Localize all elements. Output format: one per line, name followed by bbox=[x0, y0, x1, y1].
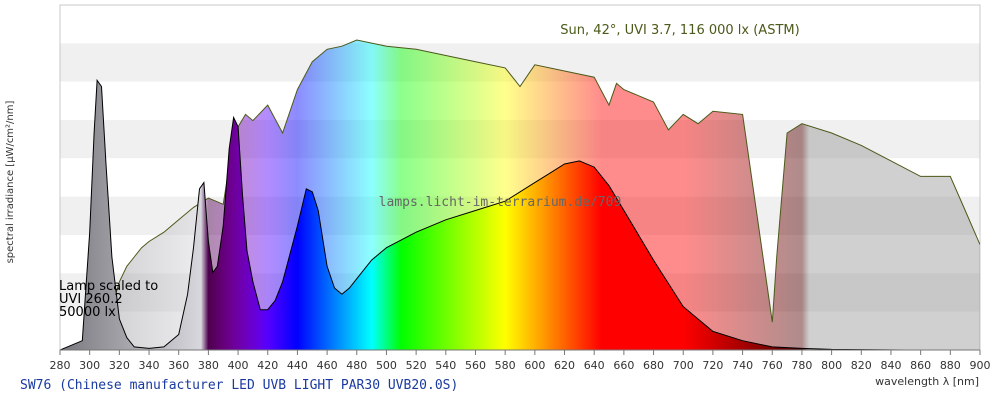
x-tick-label: 740 bbox=[732, 359, 753, 372]
x-tick-label: 500 bbox=[376, 359, 397, 372]
x-axis-label: wavelength λ [nm] bbox=[875, 375, 979, 388]
x-tick-label: 380 bbox=[198, 359, 219, 372]
lamp-series bbox=[60, 78, 980, 350]
y-axis-label: spectral irradiance [µW/cm²/nm] bbox=[5, 100, 16, 263]
series-layer bbox=[60, 39, 980, 350]
x-tick-label: 440 bbox=[287, 359, 308, 372]
x-tick-label: 540 bbox=[435, 359, 456, 372]
lamp-note-line-3: 50000 lx bbox=[59, 305, 116, 320]
x-tick-label: 720 bbox=[702, 359, 723, 372]
grid-band bbox=[60, 5, 980, 44]
sun-series-label: Sun, 42°, UVI 3.7, 116 000 lx (ASTM) bbox=[560, 23, 799, 38]
chart-caption: SW76 (Chinese manufacturer LED UVB LIGHT… bbox=[20, 378, 458, 393]
x-tick-label: 300 bbox=[79, 359, 100, 372]
x-tick-label: 840 bbox=[880, 359, 901, 372]
grid-band bbox=[60, 43, 980, 82]
x-tick-label: 360 bbox=[168, 359, 189, 372]
x-tick-label: 600 bbox=[524, 359, 545, 372]
x-tick-label: 800 bbox=[821, 359, 842, 372]
x-tick-label: 420 bbox=[257, 359, 278, 372]
sun-series-line bbox=[82, 39, 980, 350]
x-tick-label: 860 bbox=[910, 359, 931, 372]
x-tick-label: 480 bbox=[346, 359, 367, 372]
x-tick-label: 820 bbox=[851, 359, 872, 372]
lamp-note-line-2: UVI 260.2 bbox=[59, 292, 123, 307]
x-tick-label: 680 bbox=[643, 359, 664, 372]
x-tick-label: 640 bbox=[584, 359, 605, 372]
x-tick-label: 700 bbox=[673, 359, 694, 372]
x-tick-label: 780 bbox=[791, 359, 812, 372]
lamp-series-area bbox=[60, 80, 980, 350]
x-tick-label: 460 bbox=[317, 359, 338, 372]
x-tick-label: 340 bbox=[139, 359, 160, 372]
x-tick-label: 900 bbox=[970, 359, 991, 372]
lamp-note-line-1: Lamp scaled to bbox=[59, 279, 158, 294]
x-tick-label: 660 bbox=[613, 359, 634, 372]
x-tick-label: 320 bbox=[109, 359, 130, 372]
x-axis-ticks: 280 300 320 340 360 380 400 420 440 460 480 500 520 5… bbox=[50, 350, 991, 372]
lamp-series-line bbox=[60, 78, 980, 350]
watermark: lamps.licht-im-terrarium.de/709 bbox=[379, 195, 622, 210]
x-tick-label: 520 bbox=[406, 359, 427, 372]
x-tick-label: 400 bbox=[228, 359, 249, 372]
x-tick-label: 280 bbox=[50, 359, 71, 372]
x-tick-label: 580 bbox=[495, 359, 516, 372]
x-tick-label: 620 bbox=[554, 359, 575, 372]
x-tick-label: 560 bbox=[465, 359, 486, 372]
x-tick-label: 880 bbox=[940, 359, 961, 372]
x-tick-label: 760 bbox=[762, 359, 783, 372]
